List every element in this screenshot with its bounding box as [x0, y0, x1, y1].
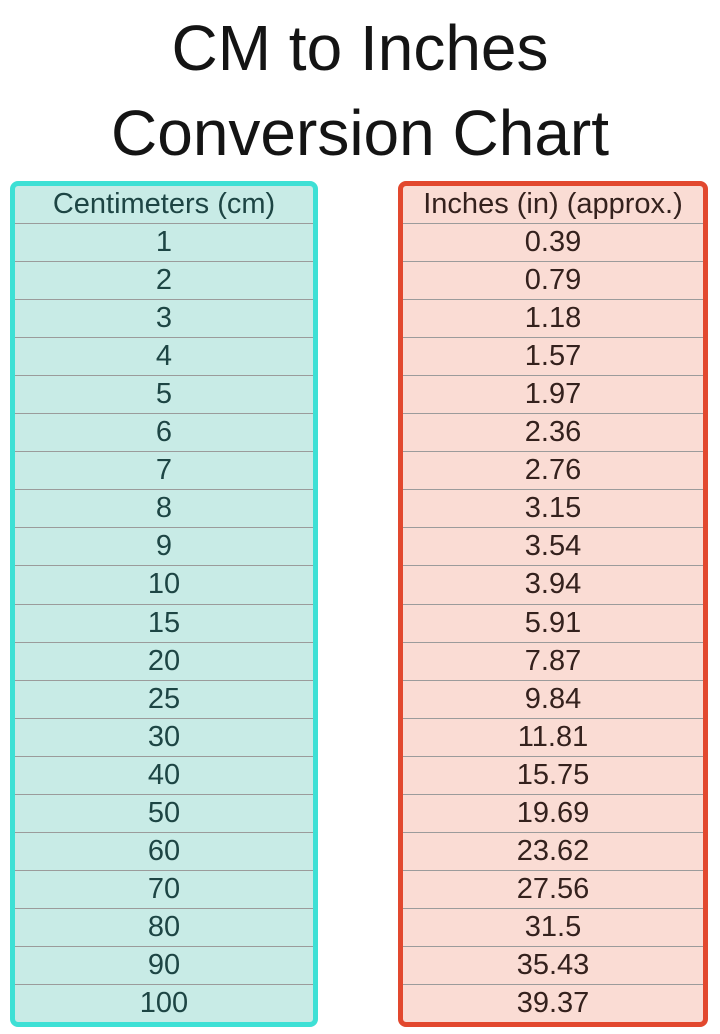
table-cell: 3 [15, 299, 313, 337]
table-cell: 8 [15, 489, 313, 527]
table-cell: 25 [15, 679, 313, 718]
inches-table-header: Inches (in) (approx.) [423, 188, 683, 221]
table-cell: 11.81 [403, 717, 703, 756]
table-cell: 6 [15, 413, 313, 451]
table-cell: 1.97 [403, 375, 703, 413]
table-cell: 4 [15, 337, 313, 375]
table-cell: 35.43 [403, 945, 703, 984]
table-cell: 50 [15, 793, 313, 832]
centimeters-table-header: Centimeters (cm) [52, 188, 276, 221]
table-cell: 19.69 [403, 793, 703, 832]
table-cell: 1.57 [403, 337, 703, 375]
table-cell: 5.91 [403, 603, 703, 642]
tables-container: Centimeters (cm) 1 2 3 4 5 6 7 8 9 10 15 20 25 30 40 50… [0, 181, 720, 1027]
table-cell: 100 [15, 983, 313, 1022]
table-cell: 15 [15, 603, 313, 642]
table-cell: 70 [15, 869, 313, 908]
table-cell: 5 [15, 375, 313, 413]
table-cell: 3.94 [403, 565, 703, 603]
table-cell: 7 [15, 451, 313, 489]
table-cell: 40 [15, 755, 313, 794]
table-cell: 90 [15, 945, 313, 984]
title-line-1: CM to Inches [171, 12, 549, 84]
table-cell: 3.15 [403, 489, 703, 527]
table-cell: 39.37 [403, 983, 703, 1022]
table-cell: 9 [15, 527, 313, 565]
table-cell: 27.56 [403, 869, 703, 908]
table-cell: 23.62 [403, 831, 703, 870]
table-cell: 80 [15, 907, 313, 946]
table-cell: 1 [15, 223, 313, 261]
table-cell: 0.79 [403, 261, 703, 299]
table-cell: 2 [15, 261, 313, 299]
inches-table: Inches (in) (approx.) 0.39 0.79 1.18 1.57 1.… [398, 181, 708, 1027]
title-line-2: Conversion Chart [111, 97, 609, 169]
table-cell: 30 [15, 717, 313, 756]
table-cell: 31.5 [403, 907, 703, 946]
table-cell: 9.84 [403, 679, 703, 718]
page-title: CM to Inches Conversion Chart [0, 0, 720, 176]
table-cell: 60 [15, 831, 313, 870]
table-cell: 20 [15, 641, 313, 680]
table-cell: 0.39 [403, 223, 703, 261]
table-cell: 15.75 [403, 755, 703, 794]
table-cell: 3.54 [403, 527, 703, 565]
table-cell: 7.87 [403, 641, 703, 680]
table-cell: 1.18 [403, 299, 703, 337]
table-cell: 2.76 [403, 451, 703, 489]
table-cell: 2.36 [403, 413, 703, 451]
table-cell: 10 [15, 565, 313, 603]
centimeters-table: Centimeters (cm) 1 2 3 4 5 6 7 8 9 10 15 20 25 30 40 50… [10, 181, 318, 1027]
